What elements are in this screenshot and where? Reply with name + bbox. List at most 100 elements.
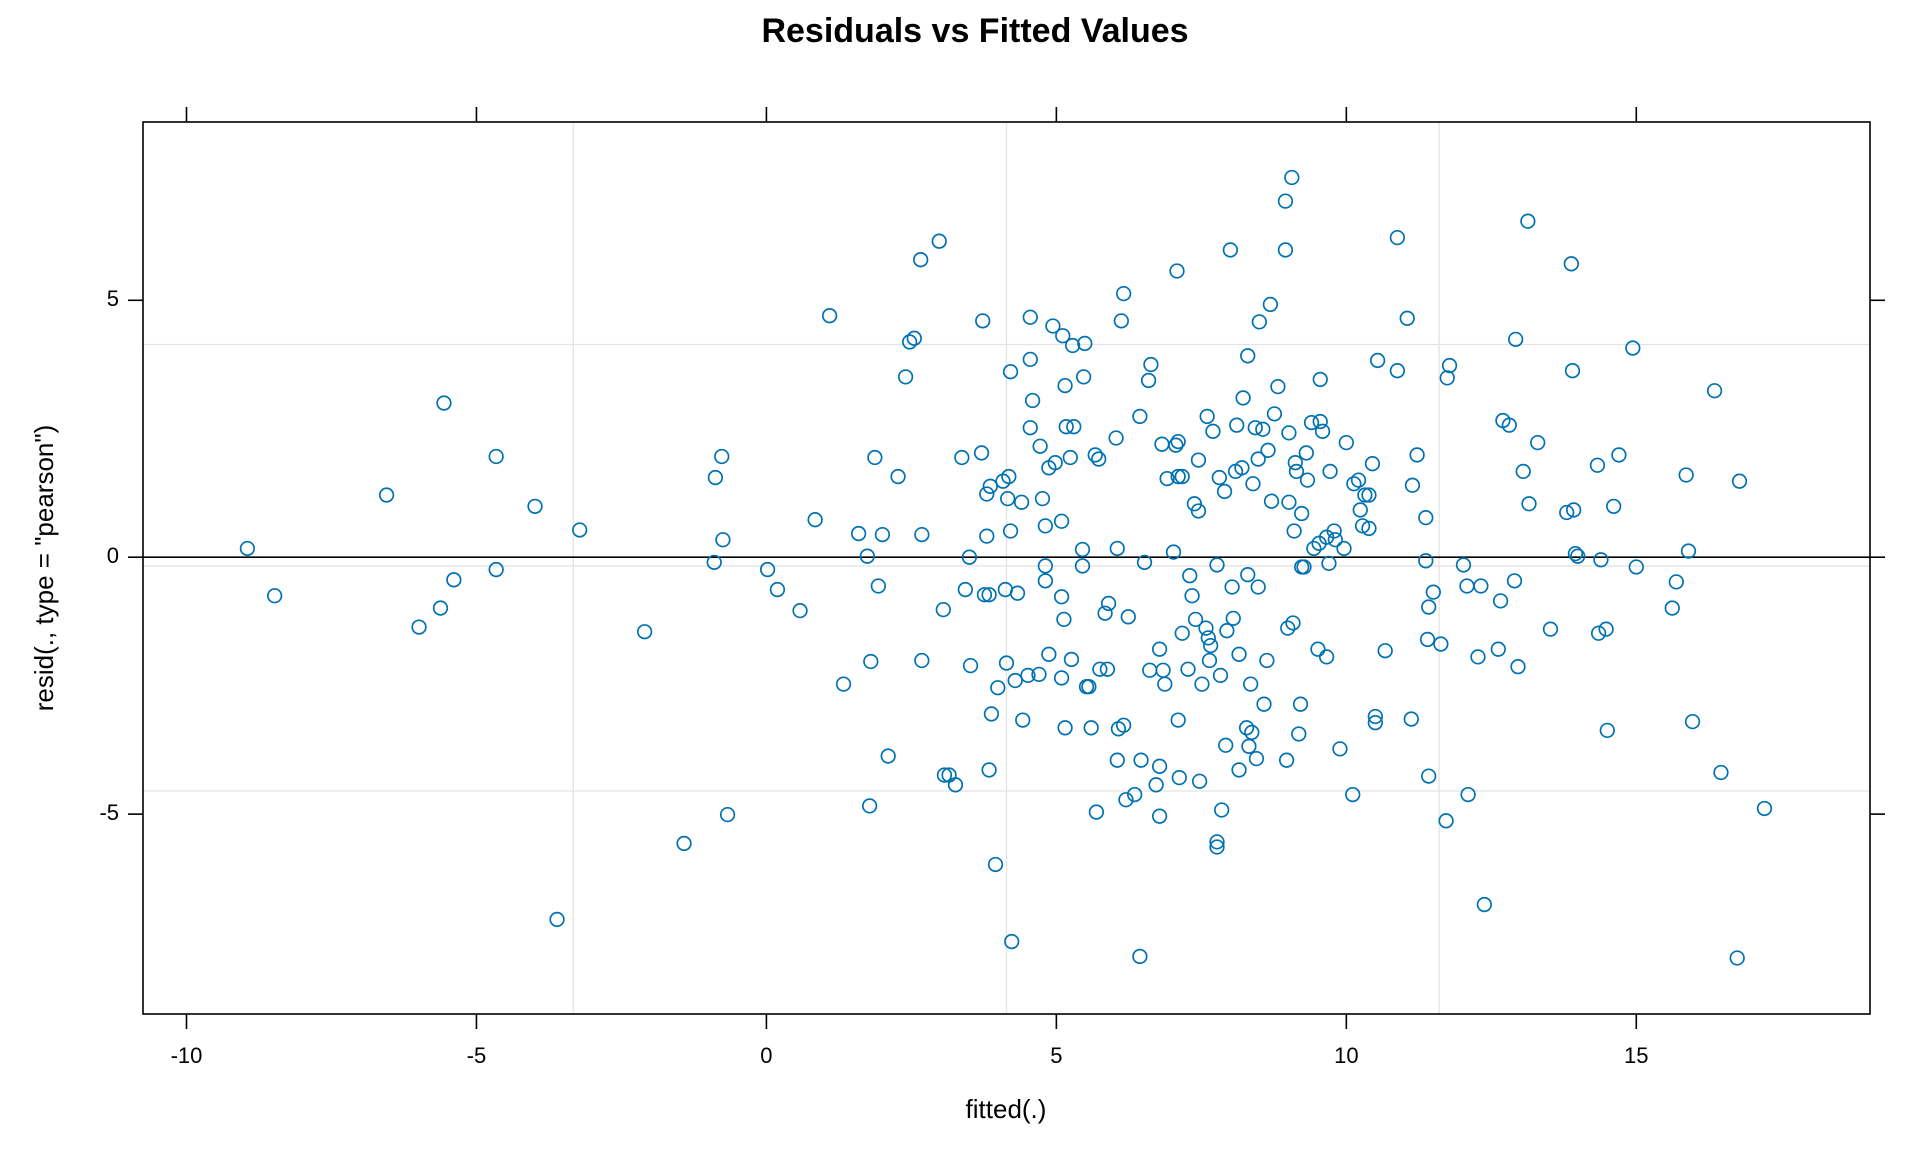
point (1231, 762, 1247, 778)
point (1081, 679, 1097, 695)
point (1336, 540, 1352, 557)
point (1508, 331, 1524, 347)
point (1439, 370, 1455, 386)
point (1127, 786, 1143, 803)
point (1190, 503, 1207, 519)
point (1521, 496, 1537, 512)
point (1199, 408, 1215, 425)
point (1077, 335, 1093, 352)
point (961, 549, 978, 565)
point (1182, 568, 1198, 584)
point (1170, 433, 1186, 450)
point (1277, 193, 1294, 209)
point (1171, 769, 1187, 786)
point (1157, 676, 1173, 692)
point (1001, 468, 1017, 485)
point (1222, 242, 1238, 258)
point (1713, 764, 1729, 781)
point (1389, 229, 1406, 246)
point (913, 252, 929, 268)
point (1367, 715, 1383, 731)
point (1270, 378, 1286, 395)
point (914, 652, 930, 669)
point (1013, 494, 1030, 510)
point (1263, 493, 1280, 509)
point (1281, 425, 1297, 441)
point (1053, 670, 1070, 686)
point (436, 395, 452, 411)
point (1281, 494, 1297, 510)
point (1345, 786, 1361, 803)
point (1459, 578, 1475, 594)
point (1219, 623, 1235, 639)
point (549, 911, 565, 928)
point (1377, 643, 1393, 659)
point (1668, 574, 1684, 590)
point (1159, 470, 1175, 487)
point (1350, 472, 1367, 488)
point (1354, 518, 1371, 534)
point (976, 587, 993, 603)
point (1211, 469, 1227, 486)
point (1174, 468, 1190, 485)
point (979, 528, 995, 544)
point (1419, 631, 1436, 648)
point (1201, 652, 1218, 669)
point (719, 806, 736, 823)
point (1022, 309, 1038, 325)
point (1041, 646, 1057, 662)
point (973, 445, 990, 461)
point (676, 835, 692, 852)
point (935, 601, 951, 618)
point (1389, 363, 1406, 379)
plot-frame (142, 121, 1871, 1015)
point (1115, 717, 1132, 733)
point (897, 369, 914, 385)
point (1242, 676, 1259, 692)
y-tick-label: 0 (107, 543, 119, 568)
point (1292, 696, 1309, 712)
point (1441, 357, 1458, 374)
point (1321, 555, 1337, 572)
point (807, 512, 823, 528)
y-axis-label: resid(., type = "pearson") (29, 425, 59, 712)
point (962, 657, 979, 674)
point (1202, 637, 1219, 654)
point (1212, 667, 1229, 684)
point (1020, 667, 1036, 684)
point (1057, 377, 1073, 394)
point (1142, 662, 1158, 678)
point (1326, 523, 1342, 539)
point (981, 587, 997, 603)
x-tick-label: 0 (760, 1043, 772, 1068)
point (1260, 442, 1276, 458)
point (1118, 792, 1134, 808)
point (998, 655, 1015, 671)
point (1310, 641, 1326, 657)
point (1066, 419, 1082, 435)
point (1418, 553, 1434, 569)
point (432, 600, 449, 616)
point (1000, 490, 1016, 507)
point (1216, 483, 1233, 500)
point (1031, 666, 1047, 683)
point (769, 581, 786, 598)
point (1433, 636, 1449, 652)
point (1099, 661, 1116, 677)
point (1286, 523, 1302, 539)
point (1250, 451, 1266, 467)
point (1218, 737, 1234, 753)
point (1113, 313, 1129, 329)
point (1074, 558, 1091, 574)
point (1238, 720, 1255, 736)
point (863, 653, 879, 670)
point (890, 468, 906, 485)
point (1151, 808, 1168, 824)
point (792, 602, 808, 619)
point (1132, 948, 1148, 965)
point (1037, 573, 1054, 589)
point (1563, 256, 1579, 272)
point (1599, 722, 1615, 739)
point (1285, 615, 1301, 631)
